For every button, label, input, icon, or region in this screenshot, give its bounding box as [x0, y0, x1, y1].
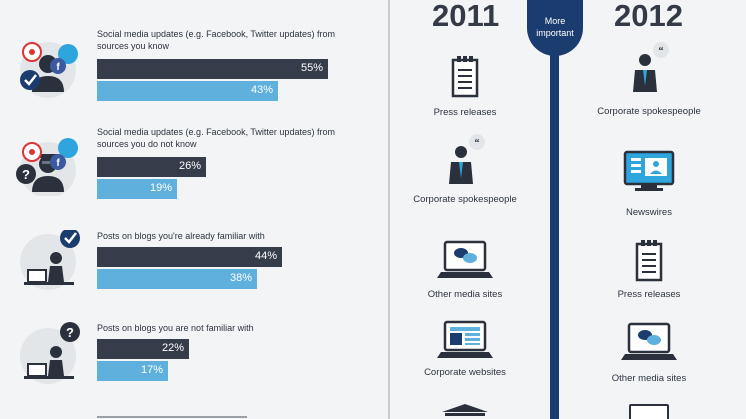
building-icon [442, 404, 488, 419]
bar-value-dark-2: 26% [178, 160, 201, 172]
panel-divider [388, 0, 390, 419]
website-icon-cutoff [629, 404, 669, 419]
item-2011-4-label: Corporate websites [424, 367, 506, 378]
known-social-user-icon: f [20, 42, 78, 98]
timeline-line [550, 50, 559, 419]
svg-text:?: ? [66, 325, 74, 340]
year-2011: 2011 [432, 0, 500, 33]
item-2012-1-label: Corporate spokespeople [597, 106, 701, 117]
item-2012-2-label: Newswires [626, 207, 672, 218]
category-label-4: Posts on blogs you are not familiar with [97, 323, 254, 333]
newswire-icon [623, 150, 675, 191]
bar-chart-panel: f Social media updates (e.g. Facebook, T… [16, 29, 335, 419]
item-2011-3-label: Other media sites [427, 289, 503, 300]
media-site-icon [621, 322, 677, 360]
category-label-2: Social media updates (e.g. Facebook, Twi… [97, 127, 335, 149]
bar-dark-1: 55% [97, 59, 328, 79]
item-2011-2-label: Corporate spokespeople [413, 194, 517, 205]
spokesperson-icon: “ [633, 42, 669, 92]
category-label-3: Posts on blogs you're already familiar w… [97, 231, 265, 241]
item-2011-1-label: Press releases [433, 107, 497, 118]
familiar-blog-reader-icon [20, 230, 80, 290]
unknown-social-user-icon: f ? [16, 138, 78, 196]
item-2012-3-label: Press releases [617, 289, 681, 300]
category-label-1: Social media updates (e.g. Facebook, Twi… [97, 29, 335, 51]
item-2012-4-label: Other media sites [611, 373, 687, 384]
bar-value-light-4: 17% [140, 364, 163, 376]
timeline-panel: 2011 2012 More important Press releases … [390, 0, 746, 419]
svg-text:?: ? [22, 167, 30, 182]
chart-block-5-cutoff [97, 412, 297, 419]
bar-dark-2: 26% [97, 157, 206, 177]
bar-value-light-1: 43% [250, 84, 273, 96]
press-release-icon [451, 56, 479, 98]
bar-dark-4: 22% [97, 339, 189, 359]
bar-light-4: 17% [97, 361, 168, 381]
unfamiliar-blog-reader-icon: ? [20, 322, 80, 384]
press-release-icon [635, 240, 663, 282]
year-2012: 2012 [614, 0, 683, 33]
bar-value-dark-3: 44% [254, 250, 277, 262]
bar-value-light-3: 38% [229, 272, 252, 284]
more-important-badge [527, 0, 583, 56]
svg-text:f: f [56, 158, 60, 169]
bar-light-1: 43% [97, 81, 278, 101]
bar-light-3: 38% [97, 269, 257, 289]
svg-text:“: “ [475, 138, 480, 149]
bar-value-dark-4: 22% [161, 342, 184, 354]
more-important-label: More important [536, 16, 574, 38]
bar-light-2: 19% [97, 179, 177, 199]
bar-dark-3: 44% [97, 247, 282, 267]
corporate-website-icon [437, 320, 493, 358]
bar-value-dark-1: 55% [300, 62, 323, 74]
svg-text:“: “ [659, 46, 664, 57]
svg-text:f: f [56, 62, 60, 73]
bar-value-light-2: 19% [149, 182, 172, 194]
spokesperson-icon: “ [449, 134, 485, 184]
media-site-icon [437, 240, 493, 278]
